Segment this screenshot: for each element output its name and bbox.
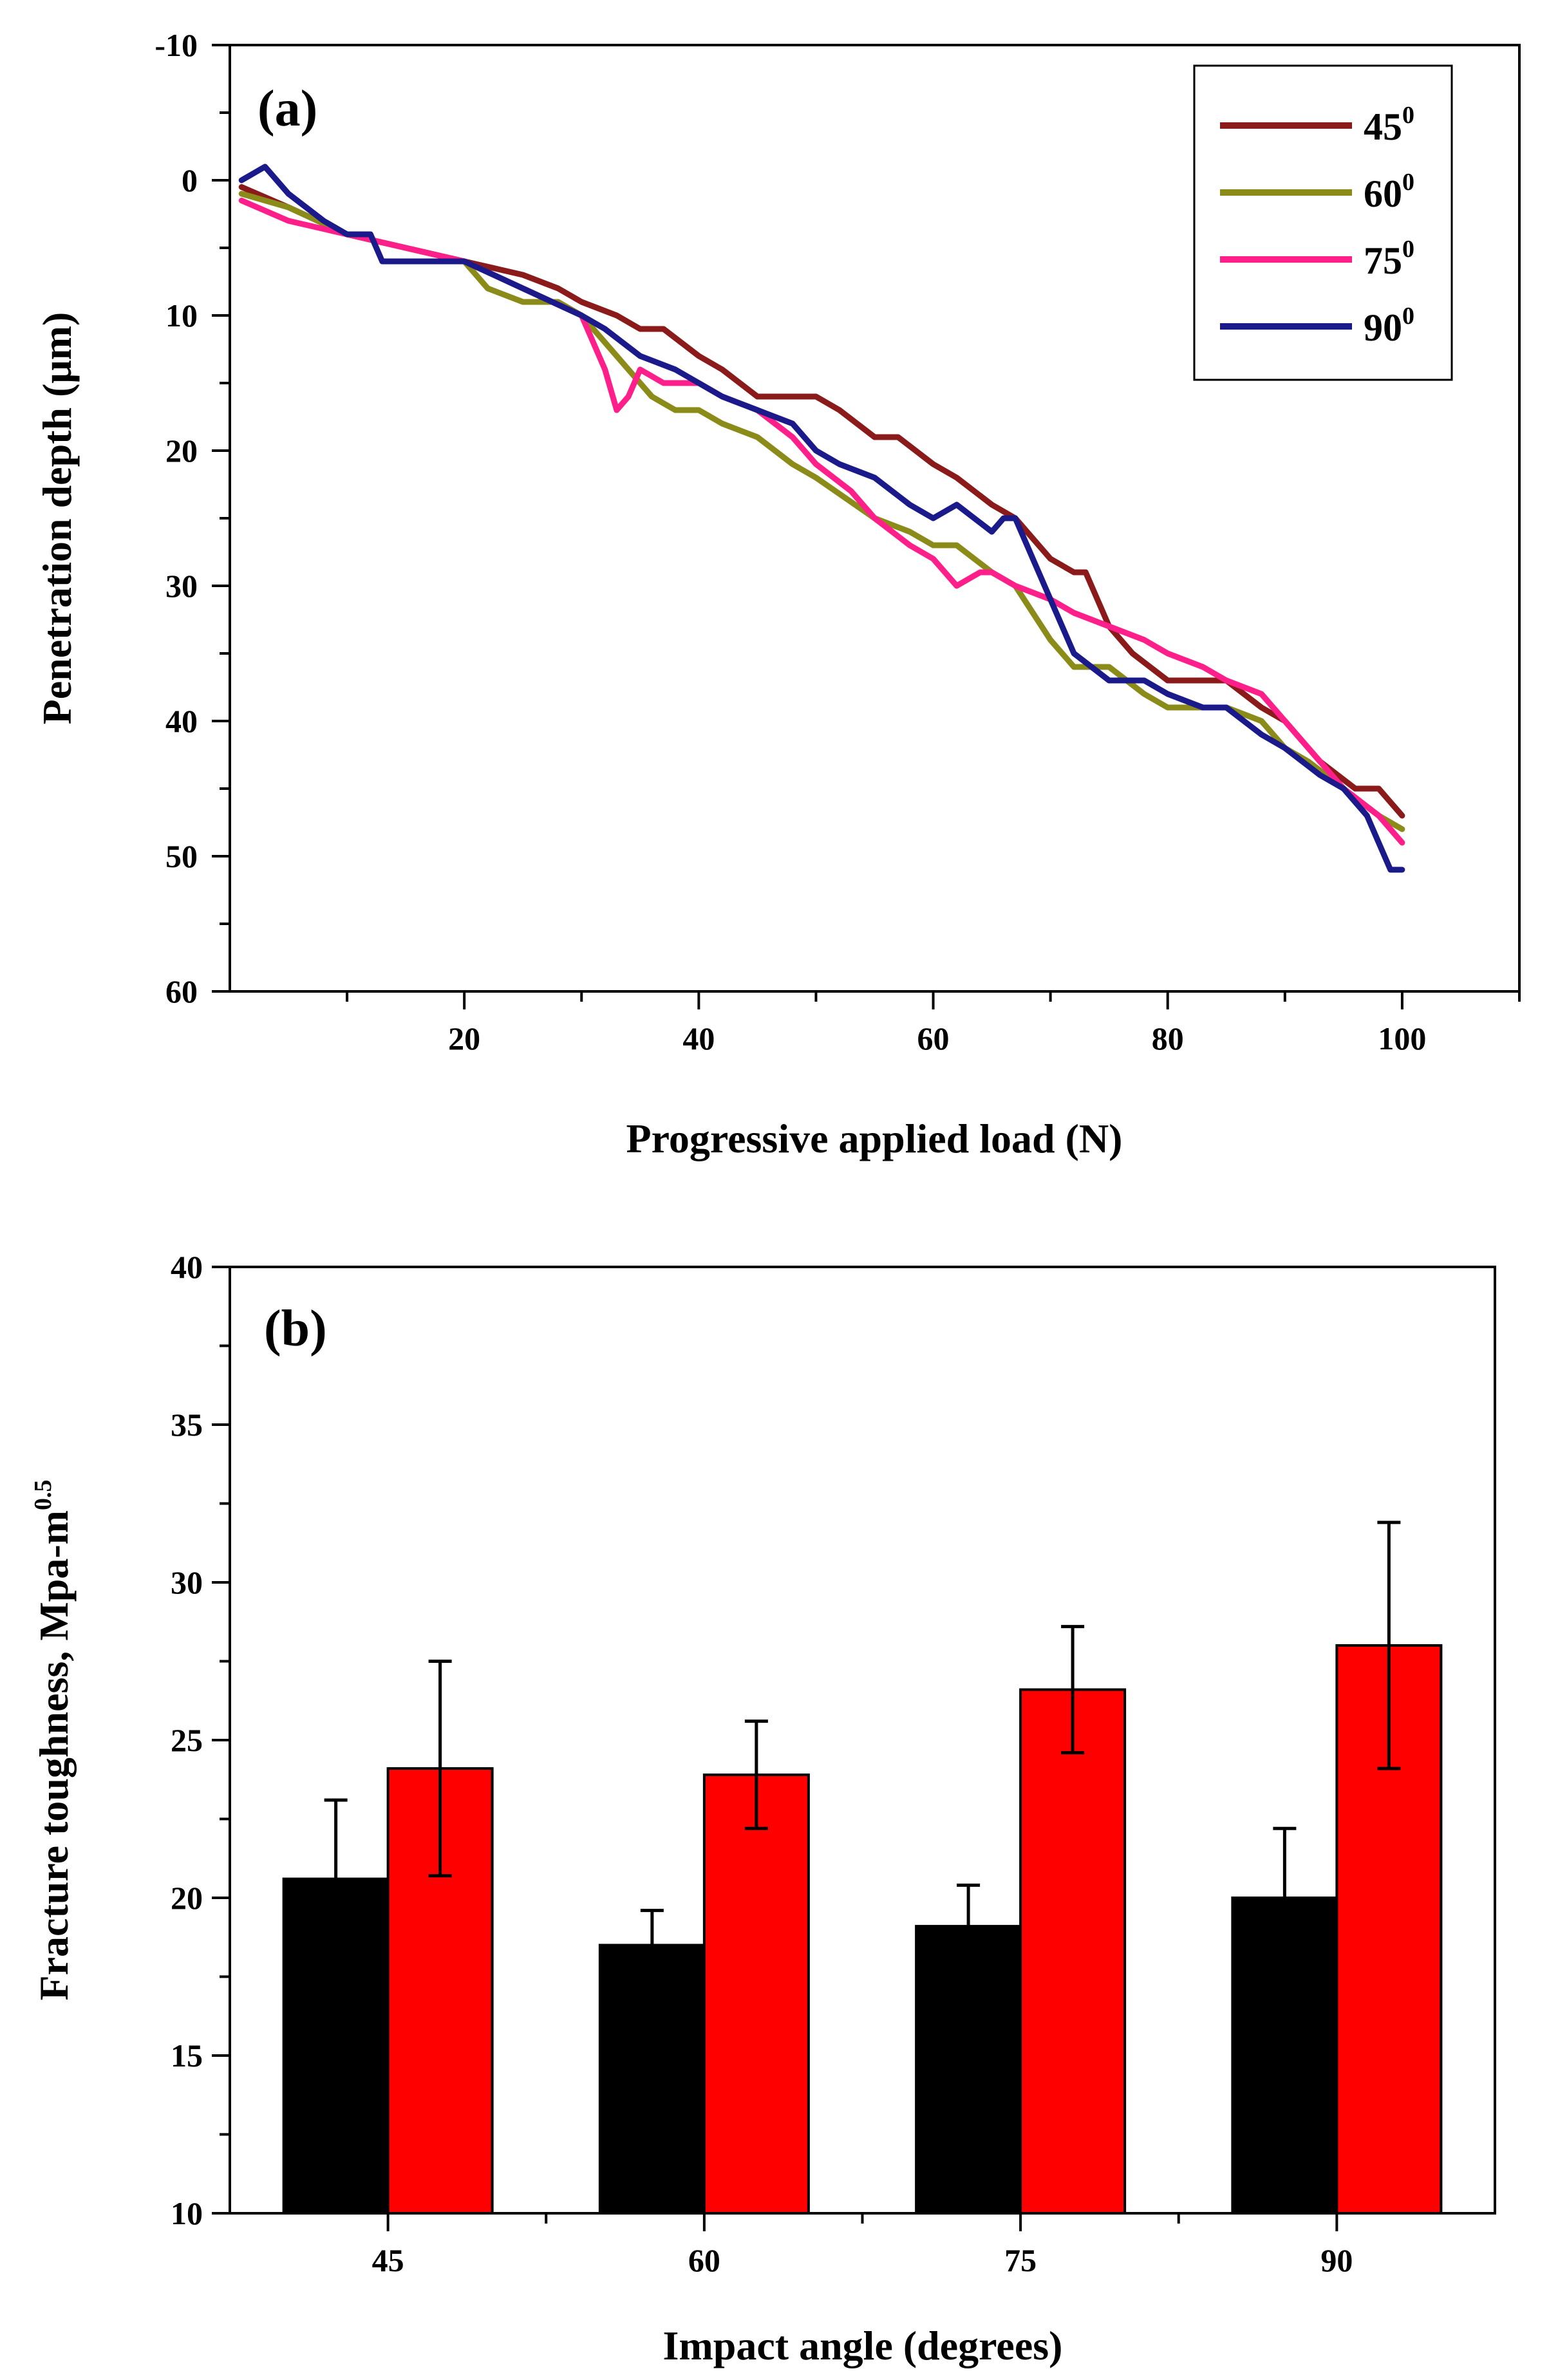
y-tick-label: 40 (171, 1249, 203, 1285)
line-chart-panel-label: (a) (258, 80, 317, 137)
legend-label-degree: 0 (1402, 102, 1414, 129)
y-tick-label: 30 (171, 1564, 203, 1600)
x-tick-label: 60 (688, 2242, 720, 2278)
legend-label-value: 75 (1364, 239, 1402, 282)
legend-label-degree: 0 (1402, 169, 1414, 196)
legend-label: 750 (1364, 236, 1414, 282)
bar-chart-plot-frame (229, 1266, 1496, 2215)
bar (702, 1773, 810, 2215)
x-tick-label: 45 (372, 2242, 404, 2278)
series-line-75 (238, 198, 1405, 846)
y-tick-label: -10 (155, 27, 198, 63)
bar-chart-x-axis-title: Impact angle (degrees) (663, 2323, 1063, 2368)
y-tick-label: 25 (171, 1722, 203, 1758)
x-tick-label: 75 (1004, 2242, 1037, 2278)
y-tick-label: 10 (171, 2195, 203, 2231)
line-chart-plot-frame (229, 44, 1521, 993)
line-chart-x-axis-title: Progressive applied load (N) (626, 1116, 1123, 1161)
legend-label: 600 (1364, 169, 1414, 215)
legend-label-value: 45 (1364, 106, 1402, 148)
bar-chart-panel: 10 15 20 25 30 35 40 45 60 75 90 (b) Impact angle … (30, 1249, 1496, 2368)
series-line-90 (238, 164, 1405, 873)
bar-chart-y-axis-title-sup: 0.5 (30, 1480, 57, 1511)
x-tick-label: 90 (1320, 2242, 1353, 2278)
x-tick-label: 20 (448, 1020, 480, 1056)
line-chart-y-axis-title: Penetration depth (μm) (34, 312, 80, 725)
bar-chart-y-axis-title: Fracture toughness, Mpa-m0.5 (30, 1480, 77, 2001)
bar-chart-panel-label: (b) (264, 1300, 327, 1357)
legend-label-degree: 0 (1402, 236, 1414, 263)
x-tick-label: 60 (917, 1020, 950, 1056)
y-tick-label: 20 (165, 433, 198, 469)
y-tick-label: 40 (165, 703, 198, 739)
line-chart-series-group (238, 164, 1405, 873)
y-tick-label: 60 (165, 973, 198, 1009)
x-tick-label: 80 (1152, 1020, 1184, 1056)
x-tick-label: 40 (682, 1020, 715, 1056)
y-tick-label: 50 (165, 838, 198, 874)
y-tick-label: 15 (171, 2038, 203, 2074)
y-tick-label: 20 (171, 1880, 203, 1916)
bar-chart-ticks: 10 15 20 25 30 35 40 45 60 75 90 (171, 1249, 1353, 2278)
line-chart-panel: 20 40 60 80 100 -10 0 10 20 30 40 50 60 (a) Progress… (34, 27, 1521, 1161)
legend-label: 900 (1364, 303, 1414, 349)
legend-label: 450 (1364, 102, 1414, 148)
legend-label-value: 60 (1364, 173, 1402, 215)
y-tick-label: 30 (165, 568, 198, 604)
y-tick-label: 35 (171, 1407, 203, 1443)
legend-label-degree: 0 (1402, 303, 1414, 330)
bar (915, 1925, 1022, 2215)
y-tick-label: 0 (182, 162, 198, 198)
bar (598, 1944, 706, 2215)
bar-chart-y-axis-title-main: Fracture toughness, Mpa-m (31, 1510, 77, 2000)
line-chart-ticks: 20 40 60 80 100 -10 0 10 20 30 40 50 60 (155, 27, 1521, 1056)
bar (1019, 1688, 1127, 2215)
y-tick-label: 10 (165, 297, 198, 333)
legend-label-value: 90 (1364, 306, 1402, 349)
bar-chart-bars-group (282, 1521, 1443, 2215)
x-tick-label: 100 (1378, 1020, 1426, 1056)
